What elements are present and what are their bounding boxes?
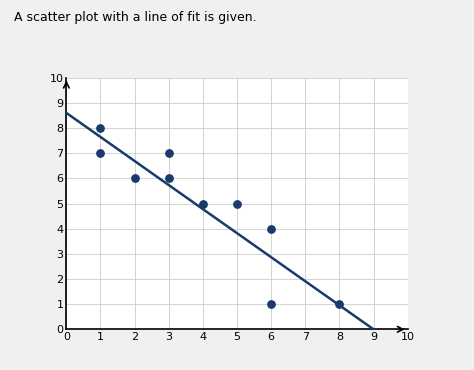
Point [97, 150, 104, 156]
Point [336, 301, 343, 307]
Text: A scatter plot with a line of fit is given.: A scatter plot with a line of fit is giv… [14, 11, 257, 24]
Point [267, 226, 275, 232]
Point [233, 201, 241, 206]
Point [199, 201, 207, 206]
Point [165, 175, 173, 181]
Point [131, 175, 138, 181]
Point [267, 301, 275, 307]
Point [165, 150, 173, 156]
Point [97, 125, 104, 131]
